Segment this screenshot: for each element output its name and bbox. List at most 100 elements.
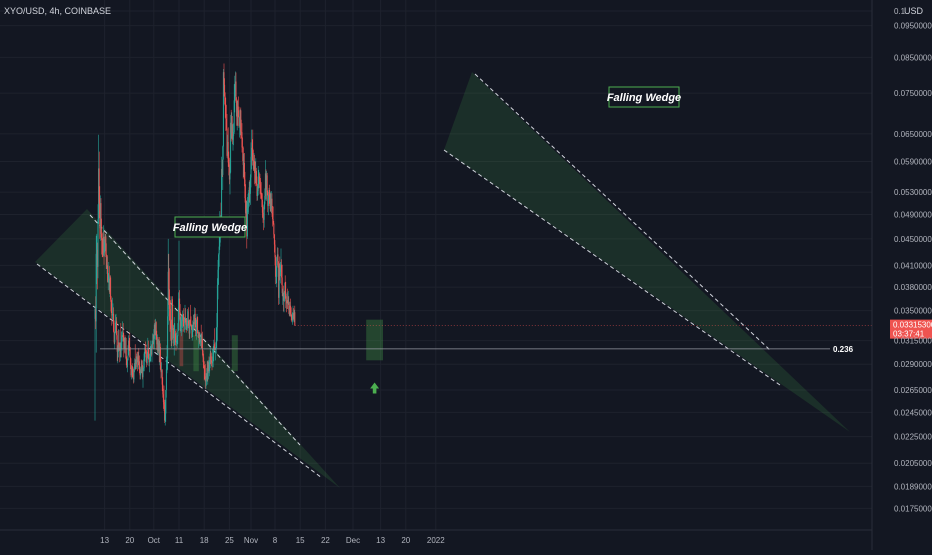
candle-body: [96, 249, 98, 267]
candle: [143, 351, 145, 372]
x-tick-label: 13: [100, 536, 109, 545]
candle: [179, 290, 181, 320]
right-wedge-fill: [444, 72, 850, 432]
candle: [137, 351, 139, 372]
candle-body: [264, 195, 266, 205]
candle: [281, 264, 283, 297]
candle: [256, 176, 258, 201]
candle-body: [128, 340, 130, 350]
candle-body: [145, 350, 147, 358]
candle-body: [209, 353, 211, 361]
candle-body: [189, 319, 191, 324]
candle-body: [152, 340, 154, 342]
candle-body: [166, 358, 168, 370]
candle-body: [245, 198, 247, 214]
candle-body: [163, 402, 165, 405]
candle: [105, 243, 107, 269]
candle: [233, 122, 235, 146]
candle-body: [183, 322, 185, 324]
candle-body: [152, 340, 154, 346]
candle: [129, 332, 131, 358]
candle: [126, 356, 128, 369]
candle: [285, 296, 287, 313]
candle: [279, 256, 281, 281]
candle: [159, 343, 161, 371]
candle-body: [197, 317, 199, 334]
candle-body: [273, 234, 275, 245]
candle-body: [238, 117, 240, 127]
candle: [200, 334, 202, 347]
x-tick-label: Oct: [148, 536, 161, 545]
candle: [129, 347, 131, 370]
candle-body: [294, 312, 296, 326]
target-arrow-icon: [370, 382, 380, 394]
candle-body: [100, 203, 102, 234]
x-tick-label: 13: [376, 536, 385, 545]
x-tick-label: 2022: [427, 536, 445, 545]
candle: [203, 353, 205, 369]
candle-body: [285, 293, 287, 301]
falling-wedge-label-text: Falling Wedge: [607, 92, 681, 104]
candle: [277, 247, 279, 268]
candle-body: [251, 147, 253, 149]
candle-body: [151, 345, 153, 355]
candle-body: [180, 326, 182, 330]
candle: [123, 332, 125, 358]
candle-body: [232, 136, 234, 140]
candle: [260, 182, 262, 199]
candle-body: [257, 183, 259, 192]
candle: [132, 369, 134, 384]
candle-body: [258, 176, 260, 184]
candle-body: [106, 265, 108, 269]
candle-body: [282, 293, 284, 294]
candle-body: [246, 211, 248, 237]
candle: [111, 300, 113, 326]
candle: [204, 364, 206, 389]
candle-body: [212, 361, 214, 364]
candle: [108, 261, 110, 283]
candle-body: [181, 319, 183, 322]
candle: [259, 173, 261, 195]
candle: [123, 337, 125, 353]
currency-label[interactable]: USD: [904, 6, 924, 16]
candle-body: [234, 81, 236, 84]
candle-body: [268, 190, 270, 197]
candle-body: [167, 271, 169, 317]
red-highlight-box: [179, 329, 184, 367]
candle-body: [230, 122, 232, 133]
candle-body: [239, 126, 241, 127]
candle-body: [186, 326, 188, 330]
candle-body: [159, 347, 161, 370]
candle-body: [130, 365, 132, 376]
candle-body: [155, 322, 157, 336]
candle: [116, 317, 118, 340]
candle-body: [241, 132, 243, 148]
candle: [146, 349, 148, 368]
candle-body: [199, 339, 201, 343]
candle: [249, 174, 251, 205]
candle-body: [277, 254, 279, 266]
candle-body: [137, 355, 139, 363]
candle: [145, 344, 147, 363]
candle-body: [237, 110, 239, 118]
candle-body: [293, 312, 295, 319]
candle-body: [120, 337, 122, 349]
candle-body: [180, 321, 182, 327]
candle: [275, 255, 277, 285]
candle-body: [215, 341, 217, 348]
candle: [292, 305, 294, 323]
candle: [237, 99, 239, 126]
candle-body: [131, 368, 133, 376]
candle-body: [129, 349, 131, 358]
candle: [197, 331, 199, 338]
candle: [176, 335, 178, 348]
candle: [125, 337, 127, 359]
x-tick-label: 15: [296, 536, 305, 545]
candle: [107, 255, 109, 283]
